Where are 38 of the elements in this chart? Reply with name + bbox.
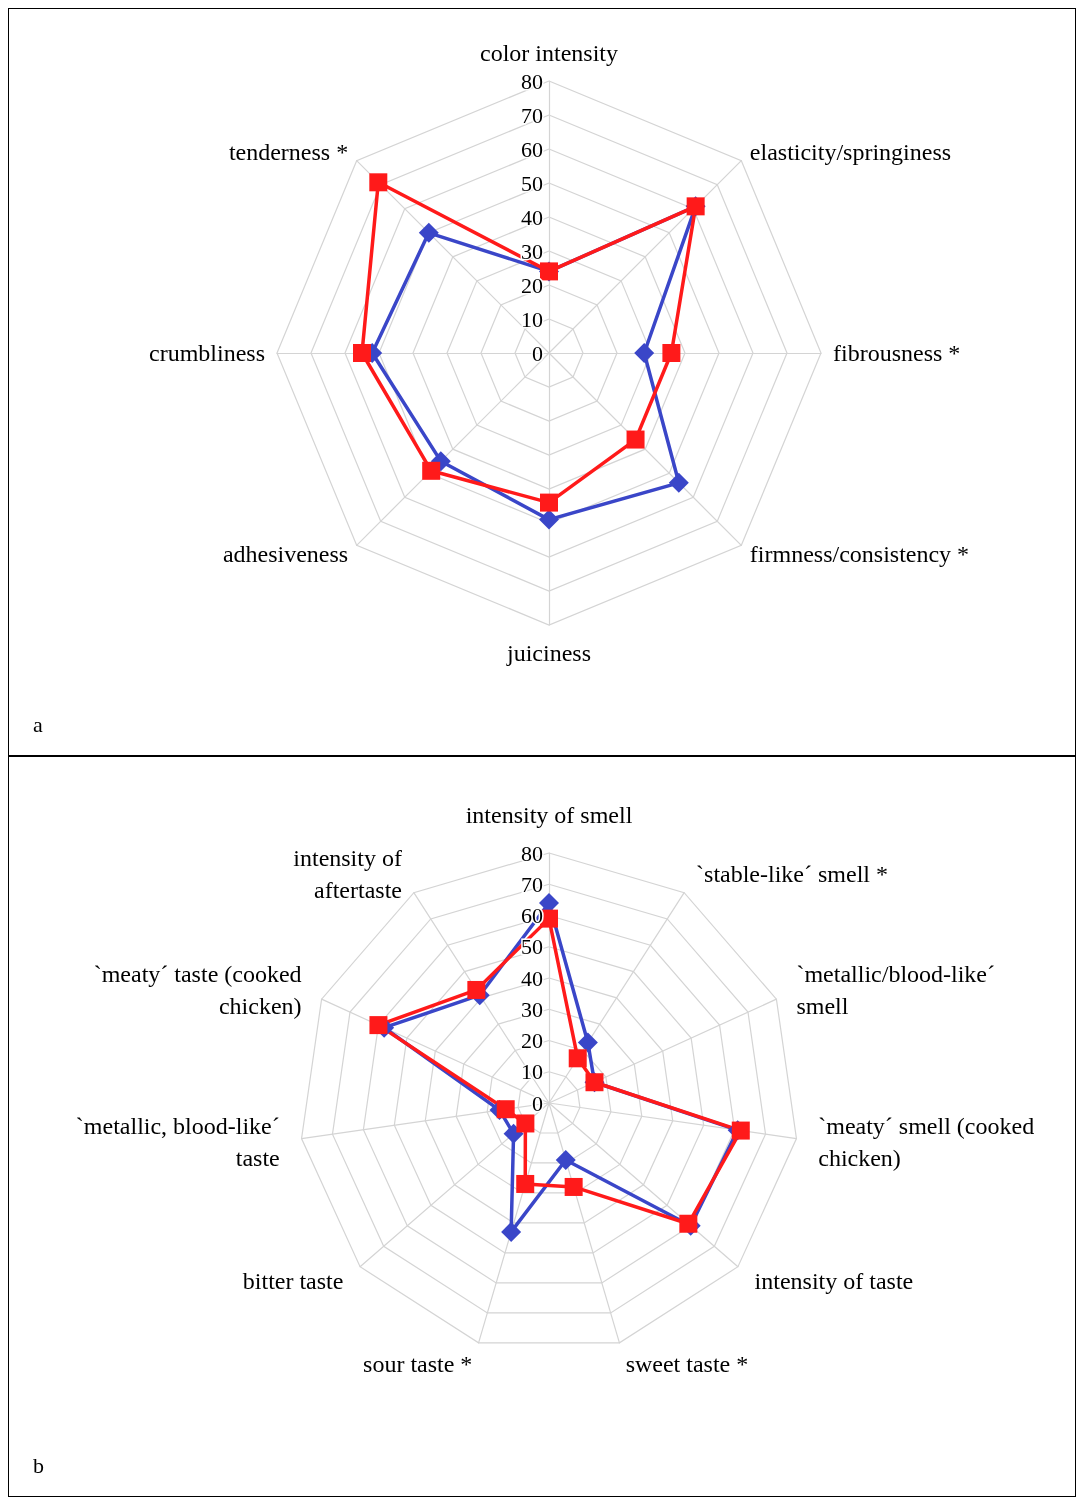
- spoke-label: adhesiveness: [222, 540, 349, 567]
- y-tick-label: 20: [521, 272, 543, 298]
- y-tick-label: 40: [521, 965, 543, 991]
- y-tick-label: 0: [532, 340, 543, 366]
- text: b: [33, 1452, 44, 1478]
- spoke-label: `meaty´ taste (cooked chicken): [93, 961, 302, 1020]
- y-tick-label: 50: [521, 934, 543, 960]
- spoke-label: color intensity: [480, 40, 618, 66]
- y-tick-label: 30: [521, 996, 543, 1022]
- spoke-label: sweet taste *: [625, 1350, 749, 1377]
- y-tick-label: 50: [521, 170, 543, 196]
- spoke-label: firmness/consistency *: [749, 540, 970, 567]
- spoke-label: intensity of taste: [754, 1268, 914, 1295]
- spoke-label: fibrousness *: [833, 340, 961, 366]
- spoke-label: `meaty´ smell (cooked chicken): [818, 1112, 1035, 1171]
- spoke-label: `metallic, blood-like´ taste: [75, 1112, 280, 1171]
- spoke-label: `metallic/blood-like´ smell: [796, 961, 996, 1020]
- spoke-label: crumbliness: [149, 340, 265, 366]
- y-tick-label: 60: [521, 136, 543, 162]
- y-tick-label: 70: [521, 871, 543, 897]
- spoke-label: tenderness *: [228, 139, 349, 166]
- y-tick-label: 20: [521, 1028, 543, 1053]
- spoke-label: `stable-like´ smell *: [696, 861, 889, 888]
- spoke-label: juiciness: [506, 640, 591, 666]
- y-tick-label: 70: [521, 102, 543, 128]
- spoke-label: bitter taste: [242, 1268, 344, 1295]
- y-tick-label: 30: [521, 238, 543, 264]
- y-tick-label: 80: [521, 840, 543, 866]
- y-tick-label: 40: [521, 204, 543, 230]
- spoke-label: intensity of smell: [465, 802, 633, 828]
- y-tick-label: 10: [521, 306, 543, 332]
- text: a: [33, 711, 43, 737]
- spoke-label: elasticity/springiness: [749, 139, 952, 166]
- y-tick-label: 80: [521, 68, 543, 94]
- spoke-label: intensity of aftertaste: [293, 845, 402, 904]
- y-tick-label: 0: [532, 1090, 543, 1116]
- y-tick-label: 10: [521, 1059, 543, 1085]
- spoke-label: sour taste *: [363, 1350, 473, 1377]
